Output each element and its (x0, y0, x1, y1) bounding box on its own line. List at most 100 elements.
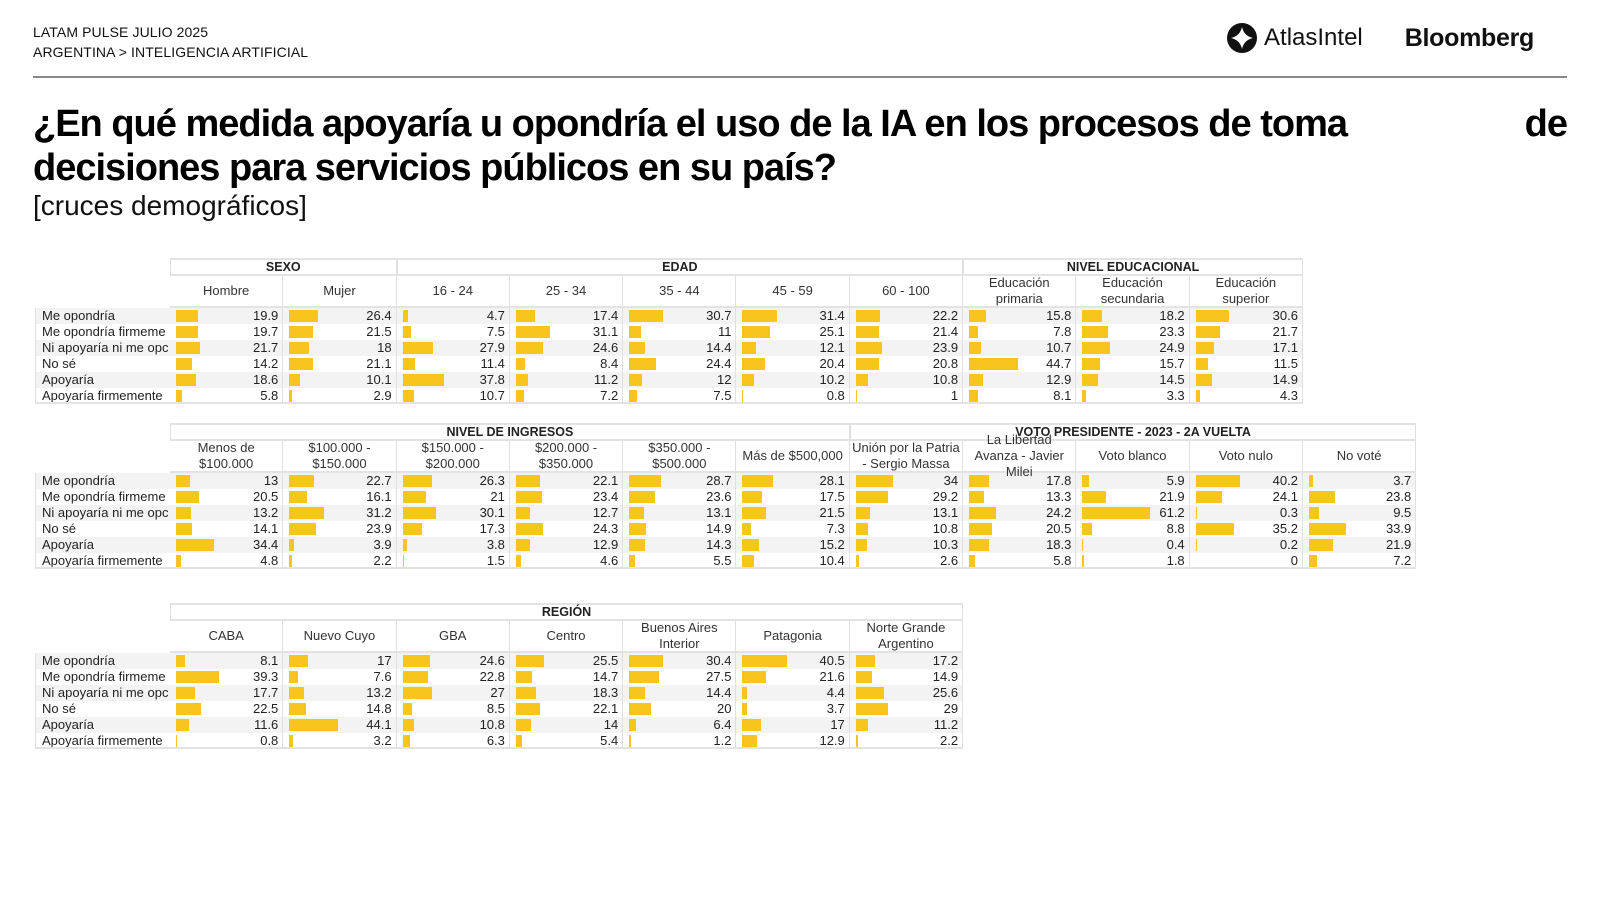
data-cell: 21.9 (1303, 537, 1417, 553)
data-cell: 11.2 (510, 372, 624, 388)
value-bar (855, 703, 888, 715)
column-header: Norte Grande Argentino (849, 620, 964, 653)
value-label: 14.4 (706, 685, 732, 700)
bloomberg-logo: Bloomberg (1404, 23, 1535, 52)
data-cell: 18 (283, 340, 397, 356)
value-label: 23.9 (366, 521, 392, 536)
value-label: 37.8 (479, 372, 505, 387)
value-label: 5.5 (713, 553, 732, 568)
value-bar (515, 390, 524, 402)
value-label: 7.8 (1053, 324, 1072, 339)
value-bar (969, 342, 981, 354)
value-bar (629, 523, 646, 535)
value-bar (742, 491, 762, 503)
data-cell: 20.8 (850, 356, 964, 372)
value-bar (969, 507, 996, 519)
value-label: 21.9 (1159, 489, 1185, 504)
value-label: 4.7 (486, 308, 505, 323)
value-bar (289, 310, 319, 322)
data-cell: 14.5 (1076, 372, 1190, 388)
row-label: Me opondría (35, 308, 170, 324)
value-bar (176, 374, 197, 386)
value-label: 0.8 (260, 733, 279, 748)
data-cell: 27.9 (397, 340, 510, 356)
value-bar (629, 475, 661, 487)
value-label: 17.2 (932, 653, 959, 668)
value-bar (289, 539, 294, 551)
value-bar (1082, 555, 1085, 567)
column-header: CABA (170, 621, 284, 653)
column-header: Nuevo Cuyo (283, 621, 397, 653)
data-cell: 22.5 (170, 701, 284, 717)
value-bar (289, 703, 306, 715)
column-header: 35 - 44 (623, 276, 737, 308)
value-bar (289, 671, 298, 683)
value-bar (1082, 475, 1089, 487)
data-cell: 5.9 (1076, 473, 1190, 489)
value-label: 4.8 (260, 553, 279, 568)
data-cell: 22.8 (397, 669, 510, 685)
data-cell: 21.7 (1190, 324, 1303, 340)
data-cell: 17 (283, 653, 397, 669)
row-label: Apoyaría firmemente (35, 733, 170, 747)
value-label: 24.6 (592, 340, 619, 355)
data-cell: 24.6 (510, 340, 624, 356)
value-label: 10.1 (366, 372, 392, 387)
data-cell: 35.2 (1190, 521, 1303, 537)
value-bar (402, 655, 430, 667)
data-cell: 14.9 (850, 669, 964, 685)
value-label: 33.9 (1385, 521, 1412, 536)
value-label: 11.2 (933, 717, 959, 732)
data-cell: 3.8 (397, 537, 510, 553)
value-bar (289, 507, 324, 519)
data-cell: 39.3 (170, 669, 284, 685)
report-header: LATAM PULSE JULIO 2025 ARGENTINA > INTEL… (33, 22, 308, 62)
value-bar (402, 326, 411, 338)
value-label: 25.1 (819, 324, 845, 339)
data-cell: 8.4 (510, 356, 624, 372)
value-bar (855, 687, 884, 699)
table-row: No sé 22.5 14.8 8.5 22.1 20 3.7 29 (35, 701, 964, 717)
value-bar (629, 342, 646, 354)
column-header: No voté (1302, 441, 1417, 473)
value-bar (742, 719, 762, 731)
data-cell: 2.2 (850, 733, 964, 749)
data-cell: 17.2 (850, 653, 964, 669)
data-cell: 4.7 (397, 308, 510, 324)
value-bar (855, 342, 883, 354)
value-bar (402, 507, 436, 519)
value-label: 24.9 (1159, 340, 1185, 355)
data-cell: 25.5 (510, 653, 624, 669)
crosstab-table: REGIÓN CABA Nuevo Cuyo GBA Centro Buenos Aire… (35, 603, 964, 749)
value-label: 5.9 (1166, 473, 1185, 488)
data-cell: 20.5 (170, 489, 284, 505)
value-bar (742, 703, 747, 715)
value-bar (742, 671, 767, 683)
value-label: 15.7 (1159, 356, 1185, 371)
value-label: 14.2 (252, 356, 279, 371)
data-cell: 21.6 (736, 669, 850, 685)
data-cell: 17.4 (510, 308, 624, 324)
value-label: 3.3 (1166, 388, 1185, 403)
value-bar (1195, 310, 1230, 322)
data-cell: 13.1 (850, 505, 964, 521)
value-label: 28.1 (819, 473, 845, 488)
data-cell: 12 (623, 372, 737, 388)
value-bar (402, 342, 434, 354)
value-bar (855, 719, 869, 731)
data-cell: 11.5 (1190, 356, 1303, 372)
data-cell: 21.9 (1076, 489, 1190, 505)
value-bar (969, 539, 990, 551)
data-cell: 23.4 (510, 489, 624, 505)
data-cell: 20 (623, 701, 737, 717)
data-cell: 7.2 (510, 388, 624, 404)
row-label: Apoyaría (35, 537, 170, 553)
value-label: 23.3 (1159, 324, 1185, 339)
row-label: Apoyaría (35, 717, 170, 733)
value-bar (1195, 491, 1223, 503)
row-label: Me opondría firmeme (35, 324, 170, 340)
value-label: 13.1 (932, 505, 959, 520)
value-label: 7.6 (373, 669, 392, 684)
data-cell: 13.2 (170, 505, 284, 521)
logos: AtlasIntel Bloomberg (1226, 22, 1534, 54)
